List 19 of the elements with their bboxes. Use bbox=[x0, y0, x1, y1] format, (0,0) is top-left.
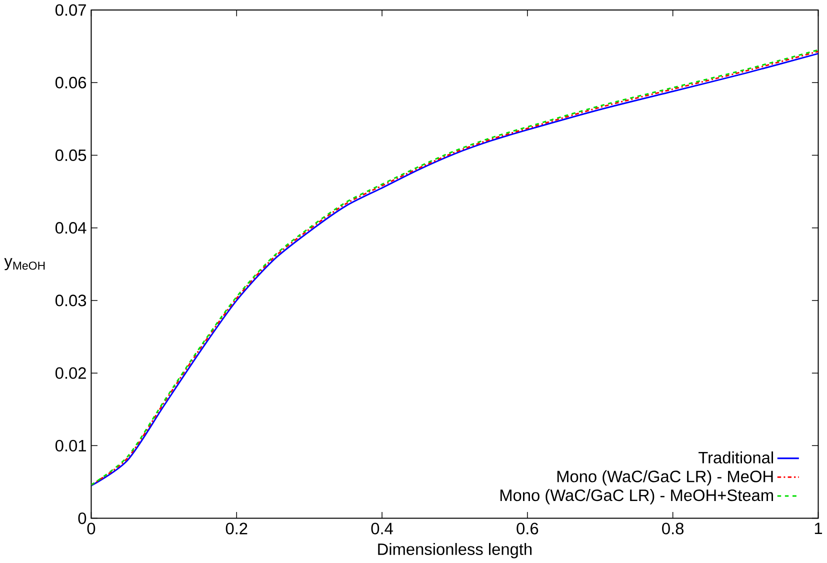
x-axis-title: Dimensionless length bbox=[378, 543, 532, 559]
x-tick-label: 1 bbox=[814, 523, 822, 534]
y-tick-label: 0.07 bbox=[55, 4, 86, 16]
y-axis-title: y$_{MeOH}$ bbox=[4, 258, 45, 270]
y-tick-label: 0 bbox=[78, 512, 86, 524]
x-tick-label: 0 bbox=[87, 522, 96, 535]
legend-label: Mono (WaC/GaC LR) - MeOH+Steam bbox=[500, 489, 773, 505]
y-tick-label: 0.02 bbox=[55, 368, 86, 380]
y-tick-label: 0.05 bbox=[55, 150, 86, 162]
x-tick-label: 0.8 bbox=[662, 522, 684, 535]
x-tick-label: 0.6 bbox=[516, 522, 538, 535]
x-tick-label: 0.4 bbox=[371, 522, 393, 535]
y-tick-label: 0.01 bbox=[55, 440, 86, 452]
legend-label: Traditional bbox=[698, 452, 773, 464]
y-tick-label: 0.04 bbox=[55, 222, 86, 234]
legend-label: Mono (WaC/GaC LR) - MeOH bbox=[557, 470, 773, 486]
x-tick-label: 0.2 bbox=[226, 522, 248, 535]
y-tick-label: 0.03 bbox=[55, 294, 86, 307]
y-tick-label: 0.06 bbox=[55, 77, 86, 89]
